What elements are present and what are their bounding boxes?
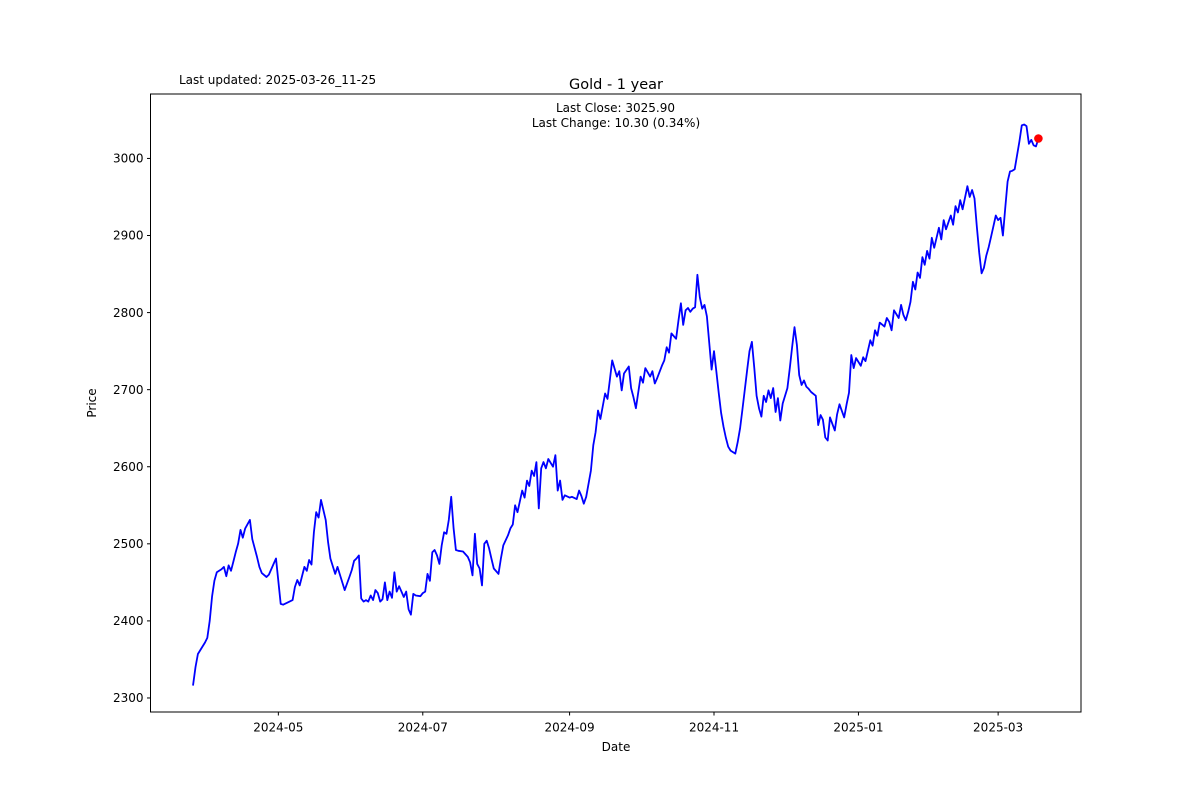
y-tick-label: 2500 <box>113 537 144 551</box>
x-tick-label: 2025-01 <box>833 721 883 735</box>
x-tick-label: 2024-07 <box>398 721 448 735</box>
last-price-marker <box>1034 134 1043 143</box>
y-axis-label: Price <box>85 388 99 417</box>
x-tick-label: 2024-09 <box>545 721 595 735</box>
y-tick-label: 2800 <box>113 306 144 320</box>
last-updated-label: Last updated: 2025-03-26_11-25 <box>179 73 376 87</box>
y-tick-label: 2400 <box>113 614 144 628</box>
x-tick-label: 2024-05 <box>253 721 303 735</box>
y-tick-label: 3000 <box>113 152 144 166</box>
y-tick-label: 2600 <box>113 460 144 474</box>
y-axis-ticks: 2300 2400 2500 2600 2700 2800 2900 3000 <box>113 152 151 705</box>
plot-border <box>150 93 1082 713</box>
price-series-line <box>192 123 1040 686</box>
last-close-annotation: Last Close: 3025.90 <box>556 101 675 115</box>
x-tick-label: 2025-03 <box>973 721 1023 735</box>
last-change-annotation: Last Change: 10.30 (0.34%) <box>532 116 700 130</box>
x-axis-ticks: 2024-05 2024-07 2024-09 2024-11 2025-01 2025-… <box>253 712 1023 735</box>
x-tick-label: 2024-11 <box>689 721 739 735</box>
y-tick-label: 2300 <box>113 691 144 705</box>
chart-title: Gold - 1 year <box>569 77 663 93</box>
y-tick-label: 2900 <box>113 229 144 243</box>
x-axis-label: Date <box>602 740 631 754</box>
y-tick-label: 2700 <box>113 383 144 397</box>
